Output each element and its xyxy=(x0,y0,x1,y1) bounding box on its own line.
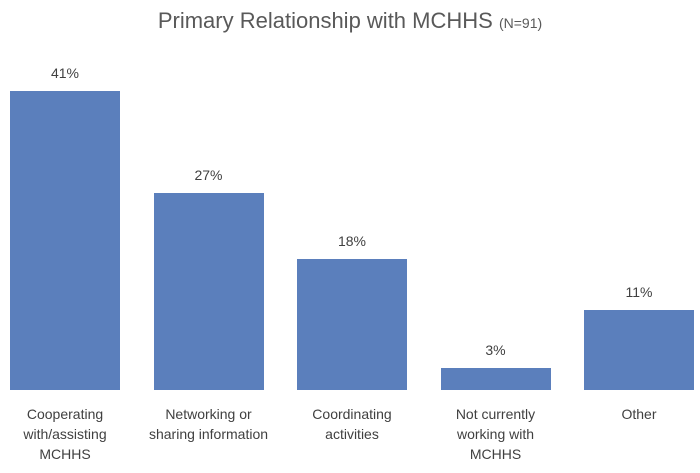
data-label: 27% xyxy=(194,167,223,184)
chart-title: Primary Relationship with MCHHS xyxy=(157,8,493,33)
x-tick-label: Networking or sharing information xyxy=(148,406,269,442)
bar xyxy=(440,368,551,390)
x-tick-label: Coordinating activities xyxy=(312,406,392,442)
chart-subtitle: (N=91) xyxy=(498,15,543,31)
data-label: 41% xyxy=(50,65,80,81)
data-label: 11% xyxy=(625,283,653,300)
data-label: 18% xyxy=(337,232,367,249)
bar xyxy=(297,258,407,390)
x-tick-label: Other xyxy=(621,406,657,422)
bar xyxy=(10,91,120,390)
bar xyxy=(584,309,694,390)
x-tick-label: Not currently working with MCHHS xyxy=(455,406,536,462)
data-label: 3% xyxy=(485,342,506,359)
x-tick-label: Cooperating with/assisting MCHHS xyxy=(23,406,107,462)
title-block: Primary Relationship with MCHHS (N=91) xyxy=(0,8,700,34)
bar xyxy=(153,193,264,390)
